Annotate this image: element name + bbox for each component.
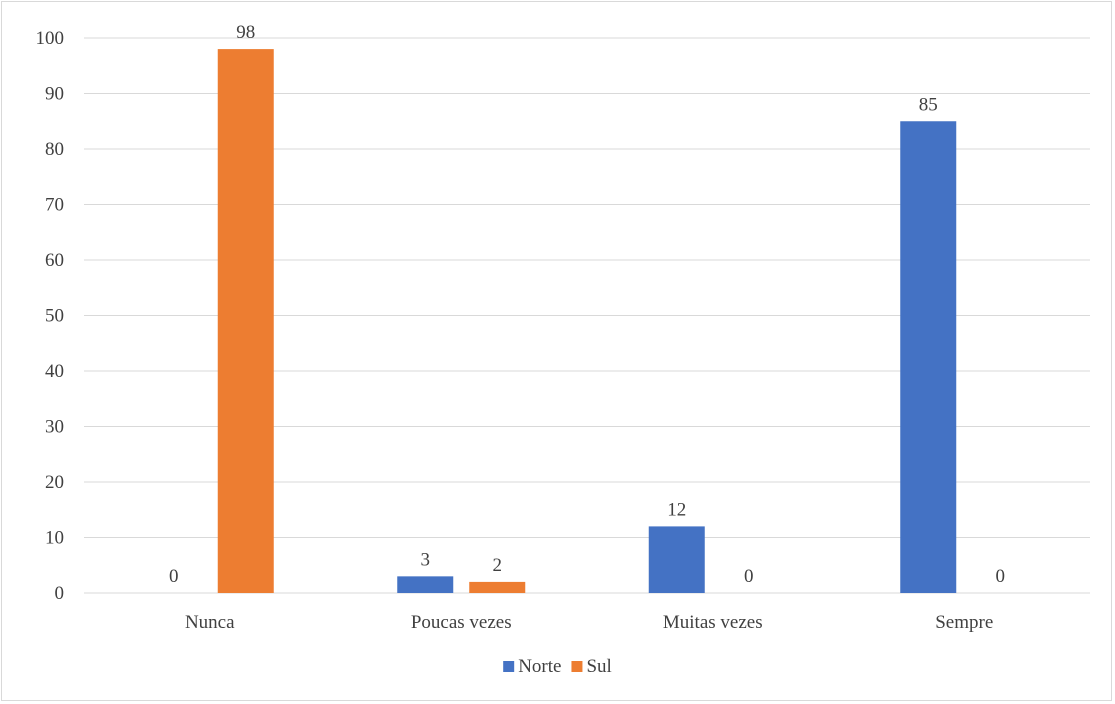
y-tick-label: 80 <box>45 139 64 160</box>
bar-sul-1 <box>469 581 526 593</box>
legend: Norte Sul <box>503 656 612 677</box>
legend-item-norte: Norte <box>503 656 561 677</box>
x-tick-label: Sempre <box>935 612 993 633</box>
legend-swatch-norte <box>503 661 515 672</box>
x-tick-label: Poucas vezes <box>411 612 512 633</box>
y-tick-label: 0 <box>55 583 65 604</box>
x-tick-label: Nunca <box>185 612 235 633</box>
y-tick-label: 10 <box>45 528 64 549</box>
data-label-sul-3: 0 <box>996 566 1006 587</box>
data-label-sul-2: 0 <box>744 566 754 587</box>
y-tick-label: 40 <box>45 361 64 382</box>
bar-sul-0 <box>217 49 274 594</box>
x-axis-tick-labels: Nunca Poucas vezes Muitas vezes Sempre <box>185 612 993 633</box>
bar-norte-2 <box>648 526 705 593</box>
y-tick-label: 70 <box>45 195 64 216</box>
data-labels: 0 98 3 2 12 0 85 0 <box>169 22 1005 587</box>
data-label-norte-3: 85 <box>919 94 938 115</box>
y-tick-label: 100 <box>36 28 65 49</box>
data-label-norte-0: 0 <box>169 566 179 587</box>
bar-norte-3 <box>900 121 957 593</box>
legend-item-sul: Sul <box>571 656 612 677</box>
data-label-sul-0: 98 <box>236 22 255 43</box>
y-tick-label: 20 <box>45 472 64 493</box>
bar-norte-1 <box>397 576 454 593</box>
data-label-sul-1: 2 <box>493 555 503 576</box>
y-axis-tick-labels: 0 10 20 30 40 50 60 70 80 90 100 <box>36 28 65 604</box>
bars <box>217 49 957 594</box>
legend-swatch-sul <box>571 661 583 672</box>
y-tick-label: 30 <box>45 417 64 438</box>
x-tick-label: Muitas vezes <box>663 612 763 633</box>
y-tick-label: 60 <box>45 250 64 271</box>
y-tick-label: 50 <box>45 306 64 327</box>
data-label-norte-1: 3 <box>421 549 431 570</box>
legend-label-norte: Norte <box>518 656 561 677</box>
data-label-norte-2: 12 <box>667 499 686 520</box>
legend-label-sul: Sul <box>586 656 611 677</box>
y-tick-label: 90 <box>45 84 64 105</box>
